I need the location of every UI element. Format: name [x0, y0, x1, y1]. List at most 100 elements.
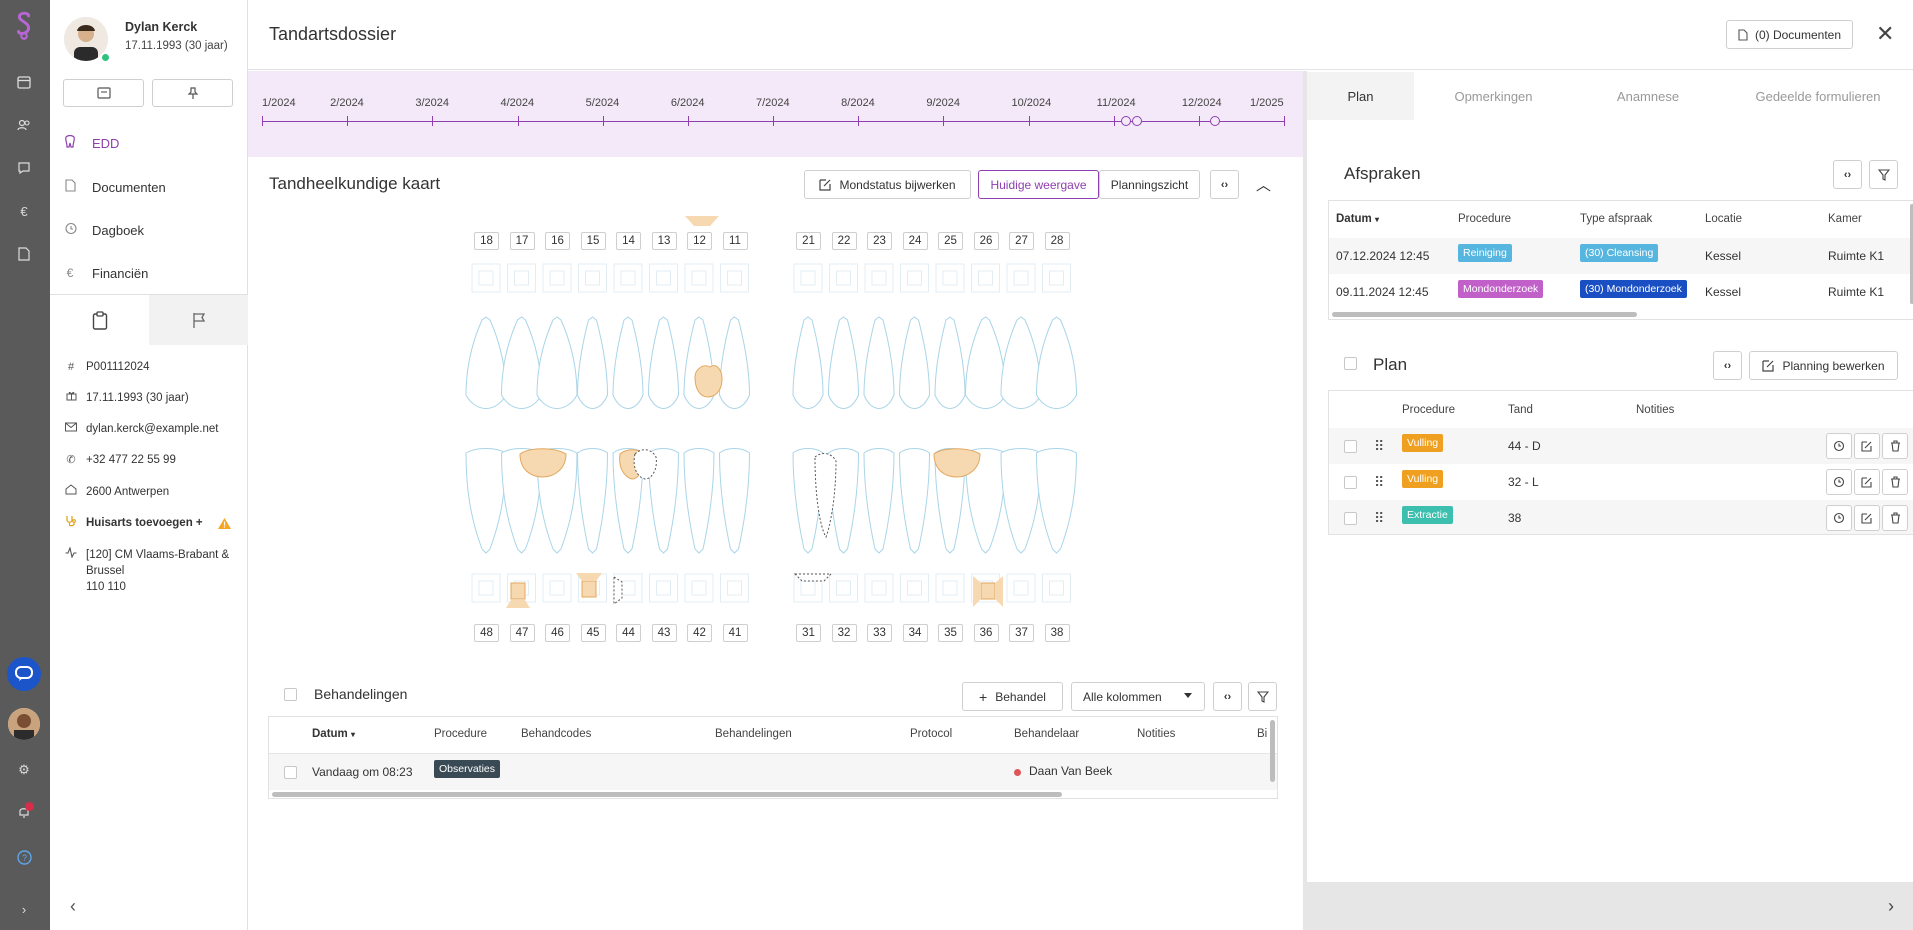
col-header-location[interactable]: Locatie [1705, 213, 1743, 225]
tab-anamnese[interactable]: Anamnese [1616, 88, 1680, 104]
code-icon[interactable]: ‹› [1833, 160, 1862, 189]
row-checkbox[interactable] [1344, 512, 1357, 525]
edit-icon[interactable] [1854, 433, 1880, 459]
trash-icon[interactable] [1882, 469, 1908, 495]
tooth-number[interactable]: 41 [722, 624, 748, 642]
support-chat-icon[interactable] [7, 657, 41, 691]
chat-icon[interactable] [13, 157, 35, 179]
col-header-notes[interactable]: Notities [1636, 404, 1675, 416]
row-checkbox[interactable] [284, 766, 297, 779]
email[interactable]: dylan.kerck@example.net [86, 423, 219, 435]
edit-icon[interactable] [1854, 505, 1880, 531]
patients-icon[interactable] [13, 114, 35, 136]
col-header-tooth[interactable]: Tand [1508, 404, 1533, 416]
user-avatar[interactable] [8, 708, 40, 740]
close-icon[interactable]: ✕ [1876, 21, 1895, 46]
tooth-number[interactable]: 36 [973, 624, 999, 642]
col-header-notes[interactable]: Notities [1137, 728, 1176, 740]
euro-icon[interactable]: € [20, 203, 28, 219]
collapse-panel-icon[interactable]: › [1888, 896, 1894, 916]
table-row[interactable]: 07.12.2024 12:45 Reiniging (30) Cleansin… [1329, 238, 1913, 274]
timeline-event-marker[interactable] [1121, 116, 1131, 126]
code-icon[interactable]: ‹› [1713, 351, 1742, 380]
table-row[interactable]: ⠿ Vulling 44 - D [1329, 428, 1913, 464]
tooth-number[interactable]: 48 [474, 624, 499, 642]
col-header-procedure[interactable]: Procedure [1458, 213, 1512, 225]
timeline-event-marker[interactable] [1132, 116, 1142, 126]
add-treatment-button[interactable]: + Behandel [962, 682, 1063, 711]
tooth-number[interactable]: 11 [722, 232, 748, 250]
horizontal-scrollbar[interactable] [1332, 312, 1637, 317]
collapse-sidebar-icon[interactable]: ‹ [70, 896, 76, 916]
tooth-number[interactable]: 22 [831, 232, 857, 250]
app-logo[interactable] [13, 10, 35, 40]
tooth-number[interactable]: 33 [867, 624, 892, 642]
planning-view-button[interactable]: Planningszicht [1099, 170, 1200, 199]
tab-flag[interactable] [149, 295, 248, 345]
col-header-treatments[interactable]: Behandelingen [715, 728, 792, 740]
drag-handle-icon[interactable]: ⠿ [1374, 438, 1384, 454]
table-row[interactable]: ⠿ Vulling 32 - L [1329, 464, 1913, 500]
vertical-scrollbar[interactable] [1910, 204, 1913, 304]
table-row[interactable]: 09.11.2024 12:45 Mondonderzoek (30) Mond… [1329, 274, 1913, 310]
tooth-number[interactable]: 35 [938, 624, 963, 642]
vertical-scrollbar[interactable] [1270, 720, 1275, 782]
panel-resizer[interactable] [1303, 71, 1307, 930]
tooth-number[interactable]: 24 [902, 232, 928, 250]
expand-rail-icon[interactable]: › [21, 901, 27, 917]
tooth-number[interactable]: 42 [687, 624, 712, 642]
drag-handle-icon[interactable]: ⠿ [1374, 510, 1384, 526]
tooth-number[interactable]: 23 [867, 232, 892, 250]
tab-clipboard[interactable] [50, 295, 149, 345]
edit-plan-button[interactable]: Planning bewerken [1749, 351, 1898, 380]
col-header-date[interactable]: Datum ▾ [312, 728, 355, 740]
timeline-event-marker[interactable] [1210, 116, 1220, 126]
tooth-number[interactable]: 15 [580, 232, 606, 250]
tooth-number[interactable]: 37 [1009, 624, 1034, 642]
tab-plan[interactable]: Plan [1307, 72, 1414, 120]
row-checkbox[interactable] [1344, 440, 1357, 453]
bell-icon[interactable] [13, 801, 35, 823]
col-header-type[interactable]: Type afspraak [1580, 213, 1653, 225]
treatments-select-all[interactable] [284, 688, 297, 701]
nav-dagboek[interactable]: Dagboek [62, 220, 144, 240]
phone-row[interactable]: ✆ +32 477 22 55 99 [64, 452, 175, 468]
trash-icon[interactable] [1882, 433, 1908, 459]
col-header-codes[interactable]: Behandcodes [521, 728, 592, 740]
documents-button[interactable]: (0) Documenten [1726, 20, 1853, 49]
trash-icon[interactable] [1882, 505, 1908, 531]
col-header-room[interactable]: Kamer [1828, 213, 1862, 225]
current-view-button[interactable]: Huidige weergave [978, 170, 1099, 199]
tooth-number[interactable]: 13 [651, 232, 677, 250]
tooth-number[interactable]: 21 [796, 232, 821, 250]
add-gp-link[interactable]: Huisarts toevoegen + [86, 517, 203, 529]
history-icon[interactable] [1826, 433, 1852, 459]
tooth-number[interactable]: 45 [580, 624, 606, 642]
tooth-number[interactable]: 43 [651, 624, 677, 642]
tooth-number[interactable]: 26 [973, 232, 999, 250]
tooth-number[interactable]: 47 [509, 624, 535, 642]
code-icon[interactable]: ‹› [1210, 170, 1239, 199]
col-header-procedure[interactable]: Procedure [1402, 404, 1456, 416]
filter-icon[interactable] [1248, 682, 1277, 711]
horizontal-scrollbar[interactable] [272, 792, 1062, 797]
columns-select[interactable]: Alle kolommen [1071, 682, 1205, 711]
tooth-number[interactable]: 38 [1044, 624, 1070, 642]
tooth-number[interactable]: 34 [902, 624, 928, 642]
pin-button[interactable] [152, 79, 233, 107]
tab-gedeelde-formulieren[interactable]: Gedeelde formulieren [1755, 88, 1881, 104]
collapse-chart-icon[interactable]: ︿ [1256, 177, 1272, 194]
col-header-date[interactable]: Datum ▾ [1336, 213, 1379, 225]
tooth-number[interactable]: 44 [616, 624, 641, 642]
col-header-procedure[interactable]: Procedure [434, 728, 488, 740]
nav-financien[interactable]: € Financiën [62, 263, 149, 283]
history-icon[interactable] [1826, 505, 1852, 531]
col-header-more[interactable]: Bi [1257, 728, 1268, 740]
tooth-number[interactable]: 17 [509, 232, 535, 250]
table-row[interactable]: Vandaag om 08:23 Observaties Daan Van Be… [269, 754, 1277, 790]
nav-edd[interactable]: EDD [62, 133, 119, 153]
tooth-number[interactable]: 25 [938, 232, 963, 250]
tab-opmerkingen[interactable]: Opmerkingen [1454, 88, 1533, 104]
tooth-number[interactable]: 14 [616, 232, 641, 250]
help-icon[interactable]: ? [13, 846, 35, 868]
